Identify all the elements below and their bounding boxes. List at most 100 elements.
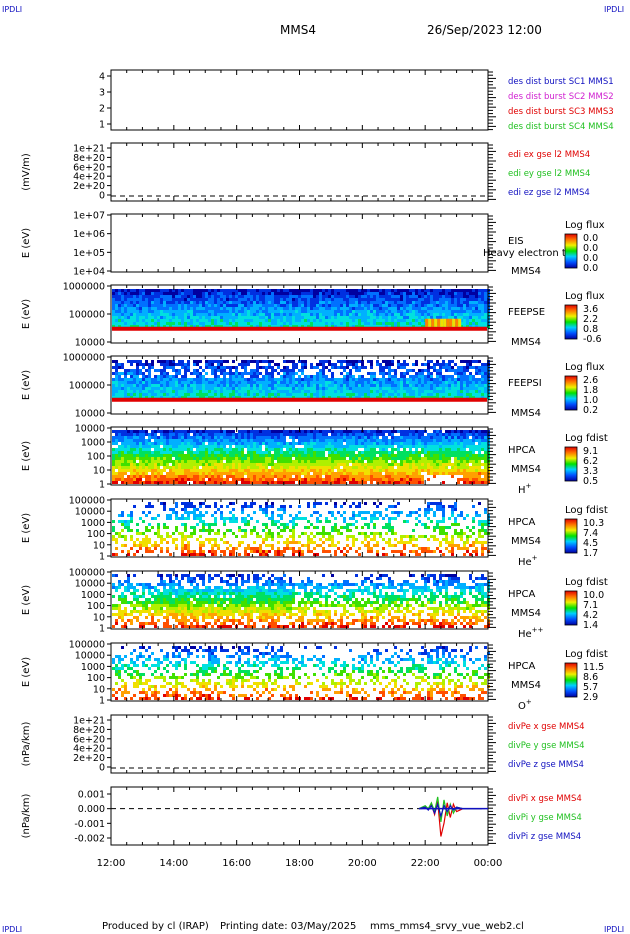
spectrogram-cell — [325, 381, 328, 384]
spectrogram-cell — [280, 469, 283, 472]
spectrogram-cell — [481, 369, 484, 372]
spectrogram-cell — [124, 442, 127, 445]
spectrogram-cell — [274, 289, 277, 292]
spectrogram-cell — [409, 289, 412, 292]
spectrogram-cell — [442, 298, 445, 301]
spectrogram-cell — [118, 298, 121, 301]
spectrogram-cell — [328, 390, 331, 393]
spectrogram-cell — [340, 390, 343, 393]
spectrogram-cell — [244, 366, 247, 369]
spectrogram-cell — [199, 366, 202, 369]
spectrogram-cell — [292, 481, 295, 484]
spectrogram-cell — [169, 289, 172, 292]
spectrogram-cell — [175, 457, 178, 460]
spectrogram-cell — [391, 378, 394, 381]
spectrogram-cell — [199, 478, 202, 481]
spectrogram-cell — [154, 325, 157, 328]
spectrogram-cell — [469, 289, 472, 292]
spectrogram-cell — [199, 448, 202, 451]
spectrogram-cell — [478, 384, 481, 387]
spectrogram-cell — [433, 295, 436, 298]
spectrogram-cell — [178, 475, 181, 478]
spectrogram-cell — [139, 301, 142, 304]
spectrogram-cell — [316, 445, 319, 448]
spectrogram-cell — [325, 310, 328, 313]
spectrogram-cell — [130, 463, 133, 466]
spectrogram-cell — [370, 439, 373, 442]
legend-entry: edi ex gse l2 MMS4 — [508, 150, 590, 160]
spectrogram-cell — [313, 475, 316, 478]
spectrogram-cell — [253, 319, 256, 322]
spectrogram-cell — [475, 387, 478, 390]
spectrogram-cell — [181, 460, 184, 463]
spectrogram-cell — [226, 481, 229, 484]
spectrogram-cell — [175, 439, 178, 442]
spectrogram-cell — [151, 289, 154, 292]
spectrogram-cell — [406, 387, 409, 390]
spectrogram-cell — [181, 439, 184, 442]
spectrogram-cell — [424, 298, 427, 301]
spectrogram-cell — [256, 319, 259, 322]
spectrogram-cell — [475, 310, 478, 313]
spectrogram-cell — [232, 295, 235, 298]
spectrogram-cell — [355, 319, 358, 322]
spectrogram-cell — [424, 289, 427, 292]
spectrogram-cell — [451, 304, 454, 307]
spectrogram-cell — [484, 295, 487, 298]
spectrogram-cell — [355, 478, 358, 481]
spectrogram-cell — [259, 325, 262, 328]
spectrogram-cell — [298, 304, 301, 307]
spectrogram-cell — [409, 369, 412, 372]
spectrogram-cell — [319, 472, 322, 475]
spectrogram-cell — [208, 439, 211, 442]
spectrogram-cell — [187, 289, 190, 292]
spectrogram-cell — [397, 319, 400, 322]
spectrogram-cell — [304, 295, 307, 298]
spectrogram-cell — [223, 451, 226, 454]
spectrogram-cell — [412, 319, 415, 322]
spectrogram-cell — [463, 298, 466, 301]
spectrogram-cell — [310, 457, 313, 460]
spectrogram-cell — [364, 433, 367, 436]
spectrogram-cell — [313, 319, 316, 322]
spectrogram-cell — [229, 475, 232, 478]
spectrogram-cell — [244, 322, 247, 325]
spectrogram-cell — [211, 469, 214, 472]
spectrogram-cell — [295, 433, 298, 436]
spectrogram-cell — [262, 387, 265, 390]
spectrogram-cell — [421, 298, 424, 301]
spectrogram-cell — [424, 363, 427, 366]
spectrogram-cell — [187, 442, 190, 445]
spectrogram-cell — [208, 454, 211, 457]
spectrogram-cell — [175, 390, 178, 393]
spectrogram-cell — [256, 460, 259, 463]
spectrogram-cell — [265, 478, 268, 481]
spectrogram-cell — [268, 387, 271, 390]
spectrogram-cell — [157, 448, 160, 451]
spectrogram-cell — [307, 466, 310, 469]
spectrogram-cell — [304, 289, 307, 292]
spectrogram-cell — [220, 445, 223, 448]
spectrogram-cell — [481, 381, 484, 384]
spectrogram-cell — [115, 301, 118, 304]
y-tick-label: 2e+20 — [73, 181, 105, 192]
spectrogram-cell — [415, 292, 418, 295]
spectrogram-cell — [238, 363, 241, 366]
spectrogram-cell — [481, 310, 484, 313]
spectrogram-cell — [322, 381, 325, 384]
spectrogram-cell — [262, 319, 265, 322]
spectrogram-cell — [133, 396, 136, 399]
spectrogram-cell — [244, 307, 247, 310]
spectrogram-cell — [277, 469, 280, 472]
spectrogram-cell — [211, 451, 214, 454]
spectrogram-cell — [181, 457, 184, 460]
spectrogram-cell — [220, 463, 223, 466]
spectrogram-cell — [355, 316, 358, 319]
spectrogram-cell — [445, 378, 448, 381]
spectrogram-cell — [295, 322, 298, 325]
spectrogram-cell — [322, 463, 325, 466]
spectrogram-cell — [202, 478, 205, 481]
spectrogram-cell — [241, 472, 244, 475]
spectrogram-cell — [262, 472, 265, 475]
